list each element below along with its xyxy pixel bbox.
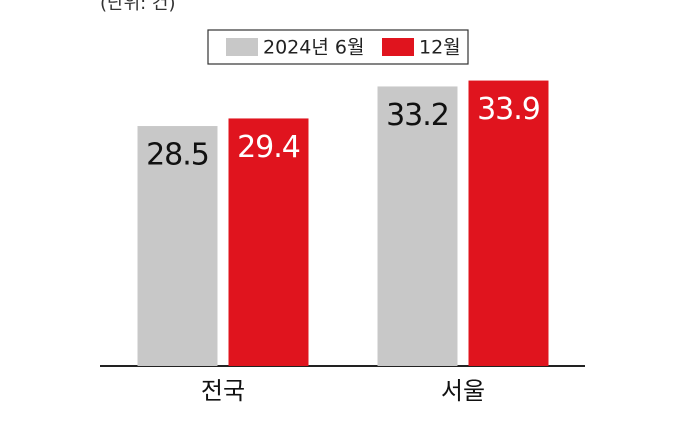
bar	[377, 86, 458, 367]
legend-label: 2024년 6월	[263, 37, 364, 59]
value-label: 29.4	[237, 130, 300, 165]
legend-label: 12월	[419, 37, 461, 59]
bar	[228, 118, 309, 367]
x-tick-label: 서울	[441, 377, 485, 405]
bar	[468, 80, 549, 366]
legend-swatch	[226, 38, 258, 56]
value-label: 28.5	[146, 138, 209, 173]
x-tick-label: 전국	[201, 377, 245, 405]
bar	[137, 126, 218, 366]
value-label: 33.9	[477, 92, 540, 127]
value-label: 33.2	[386, 98, 449, 133]
legend-swatch	[382, 38, 414, 56]
chart-subtitle: (단위: 건)	[100, 0, 176, 14]
